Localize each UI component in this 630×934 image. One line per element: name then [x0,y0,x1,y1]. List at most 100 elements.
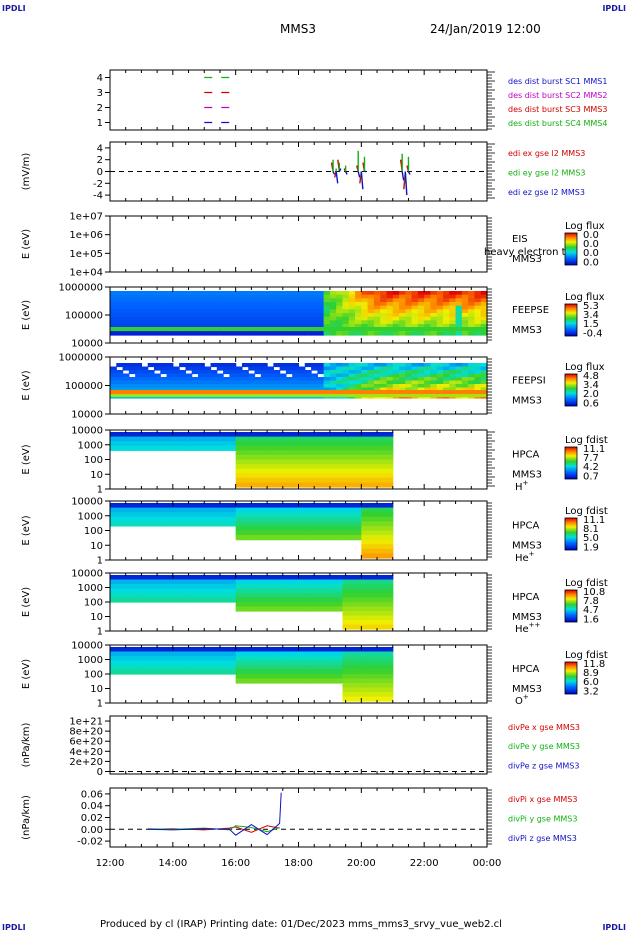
feepsi-cell [185,363,193,368]
hpca-h-cell [248,468,256,474]
feepse-cell [386,305,394,310]
feepsi-cell [235,387,243,392]
hpca-hepp-cell [248,579,256,585]
hpca-he-cell [373,516,381,522]
hpca-o-cell [279,651,287,657]
feepsi-cell [267,384,274,389]
hpca-hepp-cell [135,597,143,603]
hpca-hepp-species-label: He++ [515,621,541,635]
feepsi-cell [355,373,362,378]
feepsi-cell [355,363,362,368]
feepse-cell [116,324,124,329]
feepsi-cell [279,387,287,392]
hpca-he-cell [336,503,344,509]
feepse-cell [424,316,432,321]
feepse-cell [323,316,331,321]
hpca-hepp-cell [380,588,388,594]
hpca-o-cell [373,665,381,671]
feepse-cell [292,302,300,307]
feepse-cell [304,320,312,325]
hpca-hepp-cell [110,584,117,590]
feepse-cell [210,298,218,303]
hpca-h-cell [336,473,344,479]
feepsi-cell [373,373,381,378]
hpca-o-cell [386,669,394,675]
feepse-cell [197,298,205,303]
hpca-h-cell [279,454,287,461]
feepse-cell [191,298,199,303]
hpca-h-cell [279,477,287,484]
hpca-h-cell [298,450,306,456]
feepse-cell [373,320,381,325]
hpca-h-cell [361,482,369,488]
hpca-h-cell [342,445,350,451]
hpca-h-cell [172,441,180,447]
feepsi-cell [248,380,256,385]
hpca-o-cell [147,669,155,675]
feepse-cell [380,309,388,314]
hpca-h-cell [348,454,356,461]
hpca-h-cell [380,454,388,461]
hpca-o-cell [361,687,369,693]
hpca-o-cell [172,647,180,653]
hpca-o-cell [329,660,337,666]
hpca-hepp-cell [285,602,293,608]
hpca-hepp-cell [279,597,287,603]
hpca-hepp-cell [361,588,369,594]
eis-panel-frame [109,215,488,273]
feepsi-cell [342,384,350,389]
hpca-he-cell [267,525,274,532]
hpca-o-cell [260,674,268,680]
hpca-hepp-cell [229,588,237,594]
feepsi-cell [317,384,325,389]
hpca-hepp-cell [285,606,293,612]
feepse-cell [172,331,180,336]
hpca-h-cell [336,454,344,461]
hpca-h-cell [191,436,199,442]
hpca-h-cell [223,432,230,438]
hpca-he-colorbar-tick: 11.1 [583,515,605,526]
hpca-h-cell [323,473,331,479]
hpca-he-cell [355,521,362,527]
feepsi-cell [279,384,287,389]
hpca-he-cell [166,503,174,509]
feepse-cell [197,309,205,314]
feepse-cell [153,294,161,299]
hpca-he-cell [197,516,205,522]
feepse-cell [185,320,193,325]
feepsi-cell [179,384,186,389]
hpca-o-cell [204,665,212,671]
hpca-o-cell [348,660,356,666]
hpca-he-cell [304,535,312,541]
hpca-he-cell [298,521,306,527]
hpca-h-cell [204,436,212,442]
hpca-o-cell [160,656,168,662]
hpca-he-cell [260,521,268,527]
hpca-o-cell [267,674,274,680]
divpe-panel-frame [109,715,488,775]
hpca-he-cell [204,516,212,522]
hpca-hepp-cell [342,611,350,617]
hpca-h-cell [367,445,375,451]
feepsi-cell [449,366,457,371]
hpca-o-cell [380,674,388,680]
hpca-h-cell [116,441,124,447]
feepsi-cell [298,366,306,371]
hpca-h-cell [185,441,193,447]
hpca-he-cell [361,530,369,536]
feepse-cell [455,298,463,303]
feepsi-cell [298,370,306,375]
hpca-hepp-cell [160,593,168,599]
feepsi-cell [172,366,180,371]
hpca-h-cell [311,432,318,438]
feepse-cell [323,302,331,307]
feepsi-cell [474,373,482,378]
hpca-o-cell [304,660,312,666]
feepsi-cell [367,370,375,375]
feepsi-cell [329,373,337,378]
hpca-he-cell [223,521,230,527]
hpca-he-cell [298,516,306,522]
hpca-hepp-cell [223,584,230,590]
